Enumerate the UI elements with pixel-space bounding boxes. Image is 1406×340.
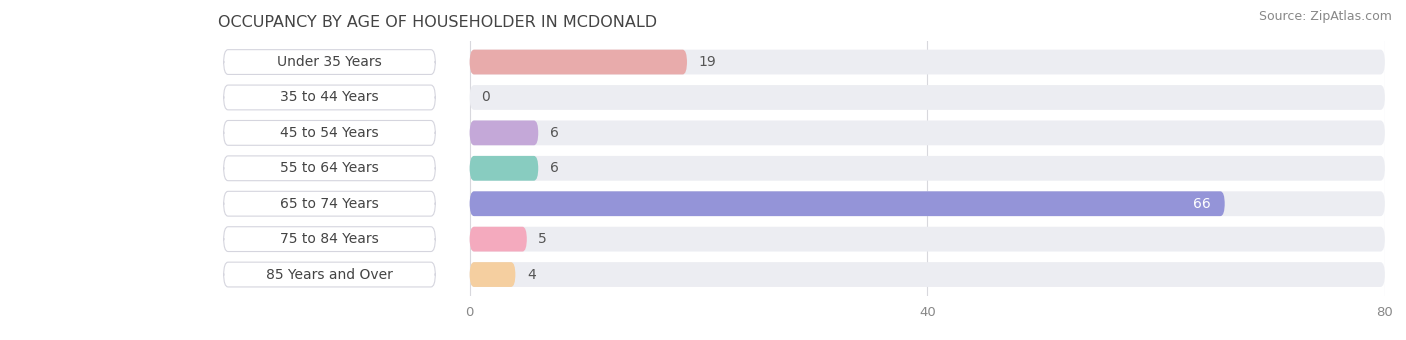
Text: 45 to 54 Years: 45 to 54 Years xyxy=(280,126,378,140)
FancyBboxPatch shape xyxy=(470,120,538,145)
Text: 19: 19 xyxy=(699,55,716,69)
Text: OCCUPANCY BY AGE OF HOUSEHOLDER IN MCDONALD: OCCUPANCY BY AGE OF HOUSEHOLDER IN MCDON… xyxy=(218,15,657,30)
FancyBboxPatch shape xyxy=(470,227,527,252)
Text: 6: 6 xyxy=(550,126,558,140)
Text: 85 Years and Over: 85 Years and Over xyxy=(266,268,392,282)
Text: 5: 5 xyxy=(538,232,547,246)
FancyBboxPatch shape xyxy=(470,227,1385,252)
FancyBboxPatch shape xyxy=(470,120,1385,145)
FancyBboxPatch shape xyxy=(224,120,436,145)
Text: Under 35 Years: Under 35 Years xyxy=(277,55,382,69)
Text: 35 to 44 Years: 35 to 44 Years xyxy=(280,90,378,104)
Text: 75 to 84 Years: 75 to 84 Years xyxy=(280,232,378,246)
Text: 4: 4 xyxy=(527,268,536,282)
FancyBboxPatch shape xyxy=(470,191,1385,216)
Text: Source: ZipAtlas.com: Source: ZipAtlas.com xyxy=(1258,10,1392,23)
FancyBboxPatch shape xyxy=(470,191,1225,216)
FancyBboxPatch shape xyxy=(470,156,1385,181)
FancyBboxPatch shape xyxy=(470,262,1385,287)
FancyBboxPatch shape xyxy=(470,156,538,181)
Text: 6: 6 xyxy=(550,161,558,175)
FancyBboxPatch shape xyxy=(224,227,436,252)
Text: 65 to 74 Years: 65 to 74 Years xyxy=(280,197,378,211)
FancyBboxPatch shape xyxy=(224,191,436,216)
FancyBboxPatch shape xyxy=(224,262,436,287)
FancyBboxPatch shape xyxy=(470,50,688,74)
Text: 66: 66 xyxy=(1194,197,1211,211)
Text: 55 to 64 Years: 55 to 64 Years xyxy=(280,161,378,175)
FancyBboxPatch shape xyxy=(224,156,436,181)
FancyBboxPatch shape xyxy=(470,85,1385,110)
FancyBboxPatch shape xyxy=(224,85,436,110)
FancyBboxPatch shape xyxy=(470,262,516,287)
FancyBboxPatch shape xyxy=(470,50,1385,74)
FancyBboxPatch shape xyxy=(224,50,436,74)
Text: 0: 0 xyxy=(481,90,489,104)
